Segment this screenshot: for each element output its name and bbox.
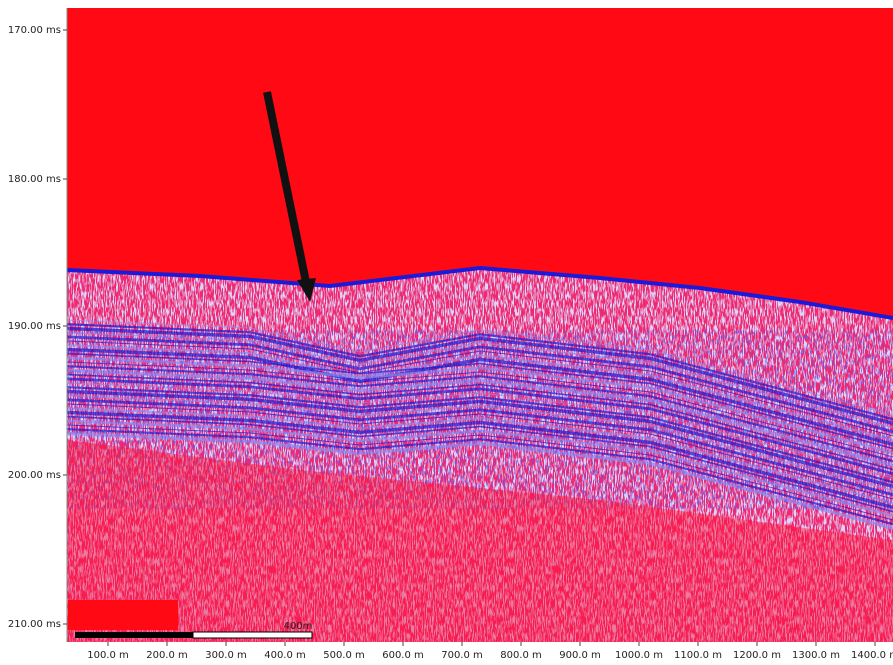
x-tick-label: 700.0 m xyxy=(441,650,483,661)
label-box xyxy=(68,600,178,630)
scale-bar-white xyxy=(192,631,313,639)
y-tick-label: 180.00 ms xyxy=(8,174,61,185)
x-axis: 100.0 m 200.0 m 300.0 m 400.0 m 500.0 m 600.0… xyxy=(87,642,893,661)
y-tick-label: 170.00 ms xyxy=(8,25,61,36)
x-tick-label: 900.0 m xyxy=(559,650,601,661)
x-tick-label: 1200.0 m xyxy=(733,650,781,661)
x-tick-label: 400.0 m xyxy=(264,650,306,661)
reflector-noise xyxy=(67,330,893,510)
scale-bar-label: 400m xyxy=(284,621,313,632)
deep-noise xyxy=(67,440,893,642)
x-tick-label: 1300.0 m xyxy=(792,650,840,661)
x-tick-label: 1400.0 m xyxy=(851,650,893,661)
x-tick-label: 300.0 m xyxy=(205,650,247,661)
x-tick-label: 1100.0 m xyxy=(674,650,722,661)
seafloor xyxy=(67,265,893,320)
x-tick-label: 1000.0 m xyxy=(615,650,663,661)
x-tick-label: 600.0 m xyxy=(382,650,424,661)
x-tick-label: 500.0 m xyxy=(323,650,365,661)
arrow-head xyxy=(297,278,316,302)
x-tick-label: 100.0 m xyxy=(87,650,129,661)
y-tick-label: 200.00 ms xyxy=(8,470,61,481)
y-tick-label: 210.00 ms xyxy=(8,619,61,630)
arrow-shaft xyxy=(263,91,310,283)
subsurface xyxy=(67,268,893,642)
x-tick-label: 800.0 m xyxy=(500,650,542,661)
x-tick-label: 200.0 m xyxy=(146,650,188,661)
y-axis: 170.00 ms 180.00 ms 190.00 ms 200.00 ms 210.… xyxy=(8,25,67,630)
seismic-image: 400m xyxy=(67,8,893,642)
y-tick-label: 190.00 ms xyxy=(8,321,61,332)
scale-bar-black xyxy=(75,632,193,638)
